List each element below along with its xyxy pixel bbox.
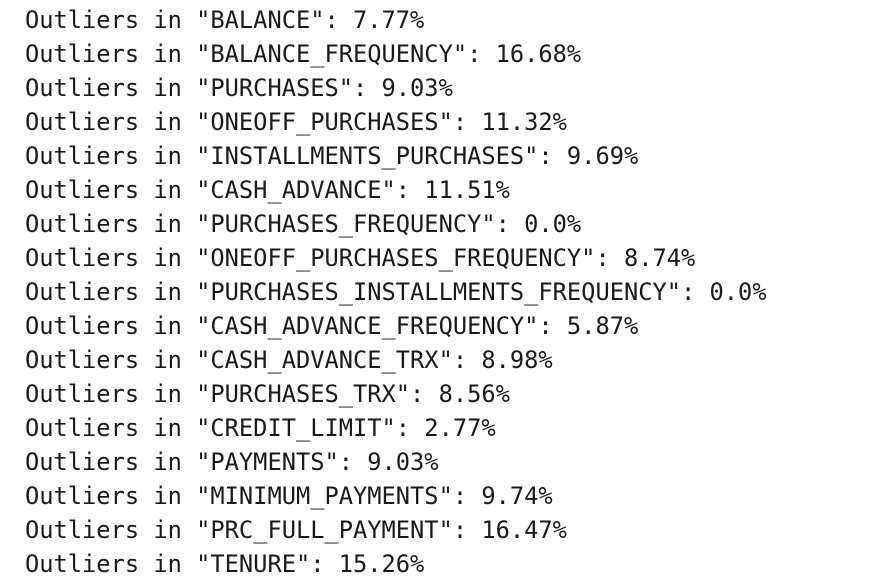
output-line: Outliers in "PURCHASES_TRX": 8.56% xyxy=(25,380,510,408)
output-line: Outliers in "ONEOFF_PURCHASES": 11.32% xyxy=(25,108,567,136)
output-line: Outliers in "ONEOFF_PURCHASES_FREQUENCY"… xyxy=(25,244,696,272)
output-line: Outliers in "CREDIT_LIMIT": 2.77% xyxy=(25,414,496,442)
output-line: Outliers in "PURCHASES": 9.03% xyxy=(25,74,453,102)
output-line: Outliers in "BALANCE": 7.77% xyxy=(25,6,425,34)
output-line: Outliers in "MINIMUM_PAYMENTS": 9.74% xyxy=(25,482,553,510)
output-line: Outliers in "BALANCE_FREQUENCY": 16.68% xyxy=(25,40,582,68)
output-line: Outliers in "CASH_ADVANCE": 11.51% xyxy=(25,176,510,204)
output-line: Outliers in "INSTALLMENTS_PURCHASES": 9.… xyxy=(25,142,639,170)
output-line: Outliers in "TENURE": 15.26% xyxy=(25,550,425,578)
output-line: Outliers in "PURCHASES_INSTALLMENTS_FREQ… xyxy=(25,278,767,306)
output-line: Outliers in "PRC_FULL_PAYMENT": 16.47% xyxy=(25,516,567,544)
output-line: Outliers in "PURCHASES_FREQUENCY": 0.0% xyxy=(25,210,582,238)
output-line: Outliers in "PAYMENTS": 9.03% xyxy=(25,448,439,476)
output-line: Outliers in "CASH_ADVANCE_FREQUENCY": 5.… xyxy=(25,312,639,340)
console-output: Outliers in "BALANCE": 7.77% Outliers in… xyxy=(25,3,767,581)
output-line: Outliers in "CASH_ADVANCE_TRX": 8.98% xyxy=(25,346,553,374)
